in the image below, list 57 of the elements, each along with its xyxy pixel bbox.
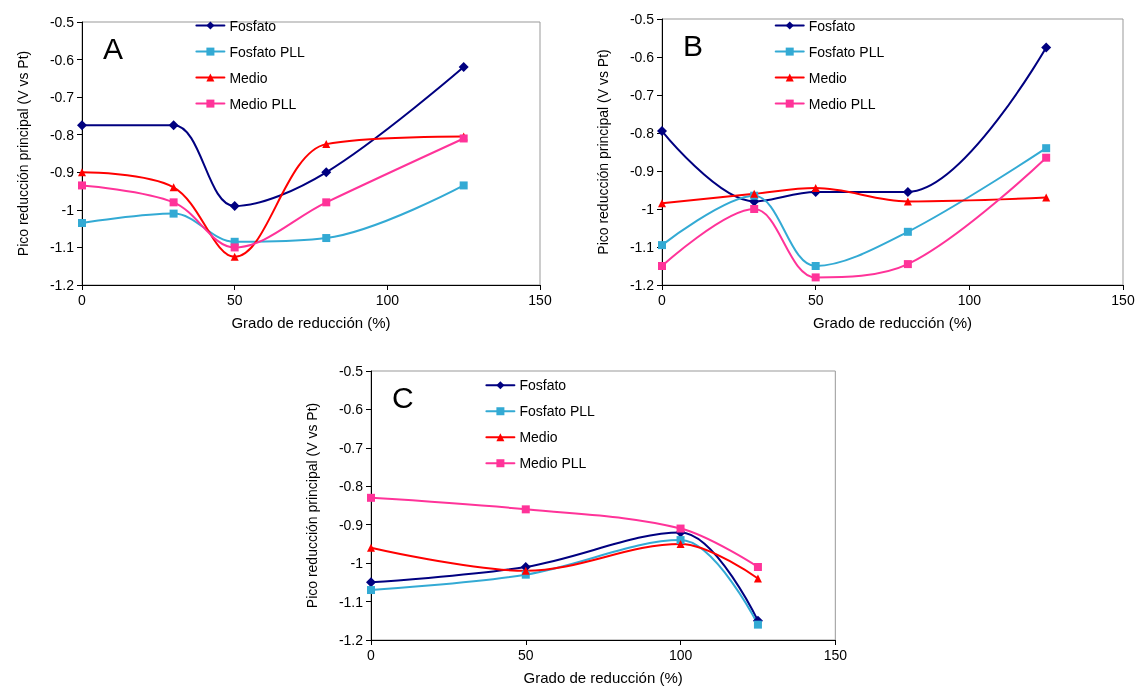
y-tick-label: -1 [61,201,75,218]
legend-label: Medio PLL [229,95,297,112]
y-tick-label: -0.5 [49,14,75,30]
y-tick-label: -0.5 [338,363,364,379]
legend-label: Medio [808,69,848,86]
y-tick-label: -0.9 [49,164,75,181]
legend-label: Medio [519,429,558,446]
y-tick-label: -0.8 [49,126,75,143]
y-tick-label: -0.9 [338,516,364,533]
y-tick-label: -1.1 [49,239,75,256]
x-tick-label: 50 [807,292,824,308]
y-axis-title: Pico reducción principal (V vs Pt) [15,50,31,257]
y-tick-label: -1 [641,201,655,217]
x-tick-label: 100 [668,647,693,663]
x-tick-label: 100 [957,292,982,308]
x-axis-title: Grado de reducción (%) [523,669,683,686]
x-axis-title: Grado de reducción (%) [812,314,973,331]
y-tick-label: -0.8 [338,478,364,495]
legend-label: Fosfato PLL [808,43,885,60]
x-tick-label: 0 [658,292,667,308]
legend-label: Fosfato [229,17,277,34]
legend-label: Fosfato [808,17,856,34]
legend-label: Fosfato [519,377,567,394]
y-tick-label: -1.2 [338,632,364,648]
y-tick-label: -0.6 [338,401,364,418]
legend-label: Fosfato PLL [229,43,306,60]
chart-title: B [683,28,704,62]
legend-label: Medio PLL [808,95,876,112]
y-tick-label: -1 [350,555,364,572]
y-tick-label: -0.8 [629,125,655,141]
x-tick-label: 50 [517,647,534,663]
x-tick-label: 150 [1111,292,1135,308]
y-tick-label: -0.7 [338,439,364,456]
y-tick-label: -1.2 [629,277,655,293]
x-tick-label: 150 [528,292,552,308]
y-tick-label: -0.9 [629,163,655,179]
chart-title: A [103,31,124,65]
y-tick-label: -0.7 [49,89,75,106]
y-tick-label: -1.1 [629,239,655,255]
x-tick-label: 150 [823,647,848,663]
x-tick-label: 0 [367,647,376,663]
x-tick-label: 0 [78,292,87,308]
y-axis-title: Pico reducción principal (V vs Pt) [304,402,320,609]
legend-label: Medio PLL [519,455,587,472]
legend-label: Fosfato PLL [519,403,596,420]
chart-title: C [392,380,414,414]
y-tick-label: -0.6 [49,51,75,68]
x-axis-title: Grado de reducción (%) [231,314,391,331]
y-tick-label: -1.2 [49,277,75,293]
y-tick-label: -0.7 [629,87,655,103]
x-tick-label: 50 [226,292,243,308]
y-tick-label: -0.6 [629,49,655,65]
y-tick-label: -0.5 [629,11,655,27]
x-tick-label: 100 [375,292,400,308]
y-tick-label: -1.1 [338,593,364,610]
y-axis-title: Pico reducción principal (V vs Pt) [595,49,611,255]
legend-label: Medio [229,69,268,86]
